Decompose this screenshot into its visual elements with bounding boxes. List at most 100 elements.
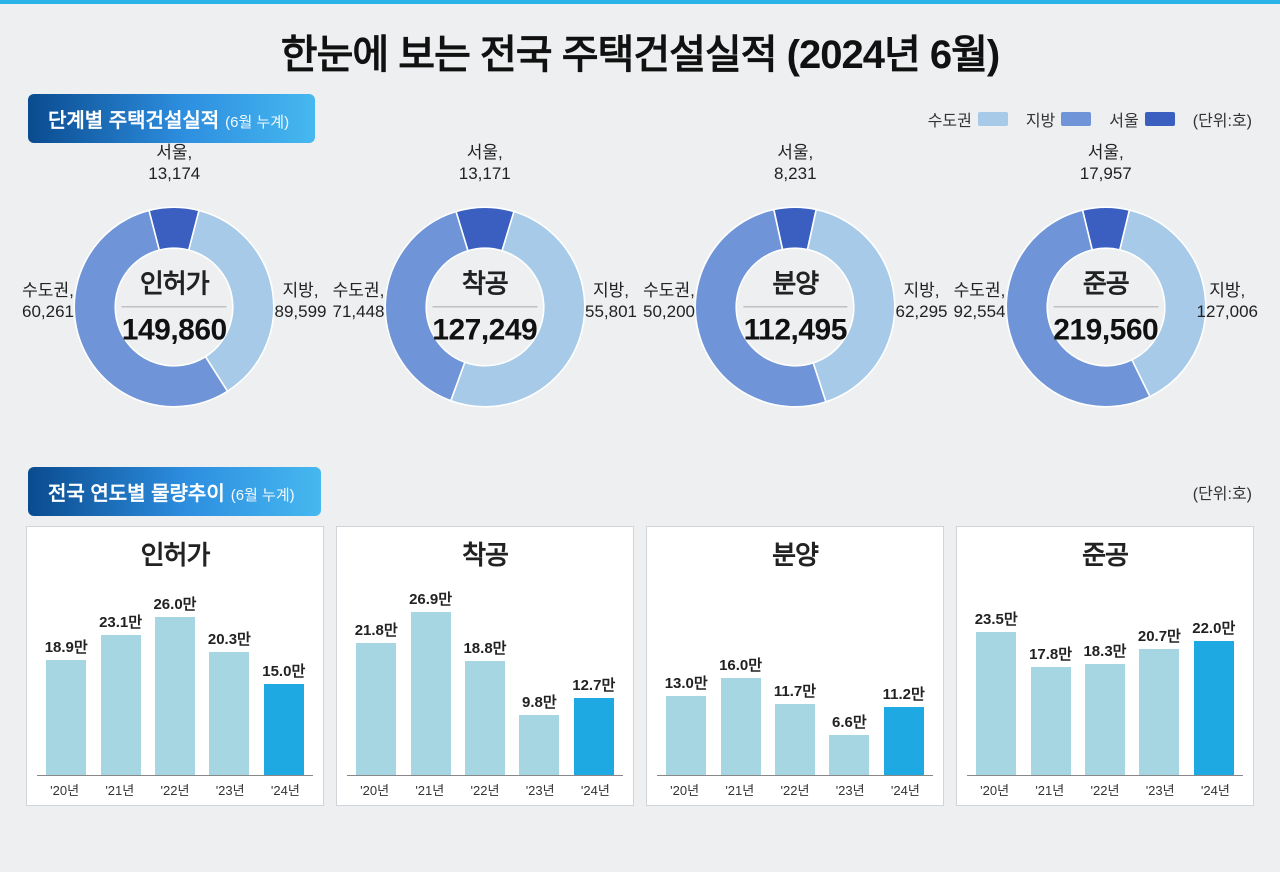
bar-value-label: 26.9만	[409, 588, 452, 609]
donut-center: 준공219,560	[1053, 263, 1158, 347]
donut-chart: 준공219,560서울,17,957수도권,92,554지방,127,006	[954, 157, 1259, 457]
bar-value-label: 20.7만	[1138, 625, 1181, 646]
bar-value-label: 9.8만	[522, 691, 557, 712]
bar-value-label: 13.0만	[665, 672, 708, 693]
legend-item: 서울	[1109, 107, 1174, 131]
bar-x-tick: '21년	[1025, 780, 1075, 799]
bar-rect	[721, 678, 761, 775]
donut-category: 인허가	[122, 263, 227, 307]
bar-x-tick: '22년	[1080, 780, 1130, 799]
bar-x-tick: '21년	[95, 780, 145, 799]
bar-plot: 21.8만 26.9만 18.8만 9.8만 12.7만	[347, 574, 623, 776]
bar-column: 26.9만	[406, 588, 456, 775]
bar-x-tick: '23년	[1135, 780, 1185, 799]
bar-value-label: 21.8만	[355, 619, 398, 640]
bar-rect	[829, 735, 869, 775]
donut-legend: 수도권 지방 서울 (단위:호)	[928, 107, 1252, 131]
bar-chart: 인허가18.9만23.1만26.0만20.3만15.0만'20년'21년'22년…	[26, 526, 324, 806]
donut-total: 149,860	[122, 313, 227, 347]
legend-label: 수도권	[928, 107, 972, 131]
bar-x-tick: '24년	[570, 780, 620, 799]
bar-x-tick: '23년	[825, 780, 875, 799]
bar-x-tick: '22년	[150, 780, 200, 799]
bar-x-axis: '20년 '21년 '22년 '23년 '24년	[967, 776, 1243, 799]
section2-pill: 전국 연도별 물량추이 (6월 누계)	[28, 467, 321, 516]
bar-value-label: 22.0만	[1192, 617, 1235, 638]
bar-value-label: 12.7만	[572, 674, 615, 695]
donut-chart: 분양112,495서울,8,231수도권,50,200지방,62,295	[643, 157, 948, 457]
section2-pill-main: 전국 연도별 물량추이	[48, 477, 225, 506]
bar-rect	[976, 632, 1016, 775]
bar-x-tick: '21년	[715, 780, 765, 799]
bar-x-tick: '20년	[40, 780, 90, 799]
bar-x-tick: '20년	[970, 780, 1020, 799]
bar-value-label: 11.2만	[883, 683, 925, 704]
bar-rect	[519, 715, 559, 775]
bar-rect	[101, 635, 141, 775]
bar-x-tick: '20년	[350, 780, 400, 799]
donut-slice-label: 수도권,60,261	[22, 280, 74, 323]
donut-slice-label: 지방,127,006	[1197, 280, 1258, 323]
donut-total: 112,495	[744, 313, 847, 347]
bar-chart-title: 착공	[347, 535, 623, 572]
donut-slice-label: 서울,17,957	[1080, 142, 1132, 185]
bar-value-label: 6.6만	[832, 711, 867, 732]
donut-slice-label: 수도권,71,448	[333, 280, 385, 323]
page-title: 한눈에 보는 전국 주택건설실적 (2024년 6월)	[0, 22, 1280, 80]
bar-plot: 18.9만23.1만26.0만20.3만15.0만	[37, 574, 313, 776]
donut-chart: 착공127,249서울,13,171수도권,71,448지방,55,801	[333, 157, 638, 457]
donut-slice-label: 서울,13,174	[148, 142, 200, 185]
bar-rect	[775, 704, 815, 775]
bar-value-label: 23.1만	[99, 611, 142, 632]
bar-column: 23.5만	[971, 608, 1021, 775]
bar-x-tick: '24년	[880, 780, 930, 799]
legend-swatch	[1145, 112, 1175, 126]
bar-column: 6.6만	[824, 711, 874, 775]
bar-column: 18.3만	[1080, 640, 1130, 775]
bar-chart-title: 인허가	[37, 535, 313, 572]
bar-value-label: 18.3만	[1083, 640, 1126, 661]
donut-category: 착공	[432, 263, 537, 307]
bar-value-label: 18.9만	[45, 636, 88, 657]
legend-item: 수도권	[928, 107, 1008, 131]
bar-chart: 준공23.5만17.8만18.3만20.7만22.0만'20년'21년'22년'…	[956, 526, 1254, 806]
bar-rect	[356, 643, 396, 775]
section1-header: 단계별 주택건설실적 (6월 누계) 수도권 지방 서울 (단위:호)	[0, 94, 1280, 143]
donut-slice-label: 지방,89,599	[275, 280, 327, 323]
bar-column: 20.3만	[204, 628, 254, 775]
bar-column: 13.0만	[661, 672, 711, 775]
bar-x-axis: '20년'21년'22년'23년'24년	[657, 776, 933, 799]
bar-rect	[264, 684, 304, 775]
bar-column: 22.0만	[1189, 617, 1239, 775]
legend-swatch	[978, 112, 1008, 126]
bar-value-label: 16.0만	[719, 654, 762, 675]
bar-x-axis: '20년'21년'22년'23년'24년	[37, 776, 313, 799]
bar-column: 17.8만	[1026, 643, 1076, 775]
bar-column: 23.1만	[96, 611, 146, 775]
section1-pill: 단계별 주택건설실적 (6월 누계)	[28, 94, 315, 143]
bar-plot: 23.5만17.8만 18.3만 20.7만 22.0만	[967, 574, 1243, 776]
bar-x-tick: '22년	[770, 780, 820, 799]
bar-value-label: 20.3만	[208, 628, 251, 649]
section2-unit: (단위:호)	[1193, 480, 1252, 504]
bar-x-tick: '24년	[1190, 780, 1240, 799]
legend-item: 지방	[1026, 107, 1091, 131]
bar-column: 12.7만	[569, 674, 619, 775]
bar-column: 26.0만	[150, 593, 200, 775]
bar-x-axis: '20년'21년'22년'23년'24년	[347, 776, 623, 799]
bar-rect	[155, 617, 195, 775]
bar-value-label: 18.8만	[463, 637, 506, 658]
bar-rect	[574, 698, 614, 775]
bar-chart: 착공 21.8만 26.9만 18.8만 9.8만 12.7만 '20년'21년'22년'2…	[336, 526, 634, 806]
bar-column: 11.2만	[879, 683, 929, 775]
bar-rect	[1085, 664, 1125, 775]
bar-column: 16.0만	[716, 654, 766, 775]
donut-slice-label: 수도권,92,554	[954, 280, 1006, 323]
section1-pill-main: 단계별 주택건설실적	[48, 104, 219, 133]
donut-category: 준공	[1053, 263, 1158, 307]
donut-center: 인허가 149,860	[122, 263, 227, 347]
section2-pill-sub: (6월 누계)	[231, 484, 295, 505]
legend-label: 서울	[1109, 107, 1138, 131]
section1-unit: (단위:호)	[1193, 107, 1252, 131]
bar-column: 9.8만	[514, 691, 564, 775]
